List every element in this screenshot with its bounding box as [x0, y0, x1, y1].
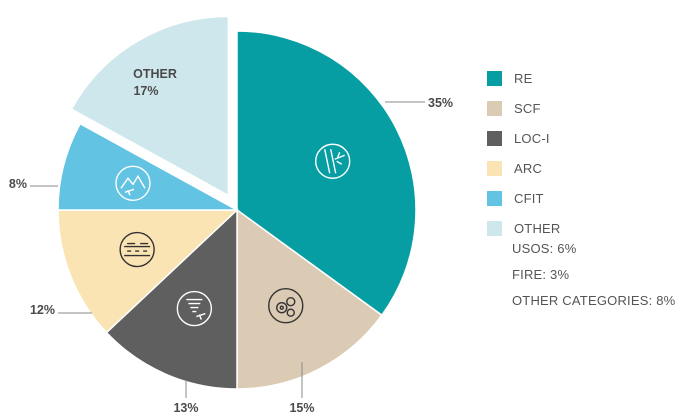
- legend-item-re: RE: [487, 63, 561, 93]
- pie-slice-re: [236, 30, 417, 317]
- legend-label: SCF: [514, 100, 541, 116]
- note-other-categories: OTHER CATEGORIES: 8%: [512, 293, 676, 308]
- legend-item-loc-i: LOC-I: [487, 123, 561, 153]
- legend-swatch: [487, 100, 502, 116]
- pie-slice-other: [70, 15, 230, 197]
- pie-slice-scf: [236, 208, 383, 390]
- legend-item-other: OTHER: [487, 213, 561, 243]
- gears-icon: [268, 287, 304, 324]
- pie-slices: [57, 15, 417, 390]
- other-inner-value: 17%: [133, 84, 158, 98]
- mountain-plane-icon: [115, 165, 151, 201]
- slice-label-re: 35%: [428, 96, 453, 110]
- pie-slice-loc-i: [105, 208, 238, 390]
- legend-swatch: [487, 220, 502, 236]
- legend-label: LOC-I: [514, 130, 550, 146]
- legend-swatch: [487, 160, 502, 176]
- legend-swatch: [487, 70, 502, 86]
- runway-plane-icon: [314, 143, 351, 179]
- slice-icons: [115, 143, 351, 327]
- note-fire: FIRE: 3%: [512, 267, 570, 282]
- pie-slice-arc: [57, 209, 239, 334]
- leader-lines: [30, 101, 425, 398]
- legend-swatch: [487, 130, 502, 146]
- legend-label: ARC: [514, 160, 543, 176]
- legend-label: OTHER: [514, 220, 561, 236]
- slice-label-loc-i: 13%: [173, 401, 198, 415]
- legend-item-scf: SCF: [487, 93, 561, 123]
- legend: RE SCF LOC-I ARC CFIT OTHER: [487, 63, 561, 243]
- note-usos: USOS: 6%: [512, 241, 577, 256]
- legend-label: RE: [514, 70, 533, 86]
- legend-label: CFIT: [514, 190, 544, 206]
- legend-swatch: [487, 190, 502, 206]
- tornado-plane-icon: [176, 290, 213, 327]
- legend-item-cfit: CFIT: [487, 183, 561, 213]
- slice-label-arc: 12%: [30, 303, 55, 317]
- legend-item-arc: ARC: [487, 153, 561, 183]
- legend-notes: USOS: 6% FIRE: 3% OTHER CATEGORIES: 8%: [512, 236, 675, 314]
- slice-label-scf: 15%: [289, 401, 314, 415]
- runway-contact-icon: [119, 231, 155, 268]
- pie-slice-cfit: [57, 122, 238, 211]
- other-inner-label: OTHER: [133, 67, 177, 81]
- slice-labels: 35% 15% 13% 12% 8%: [9, 96, 453, 415]
- slice-label-cfit: 8%: [9, 177, 27, 191]
